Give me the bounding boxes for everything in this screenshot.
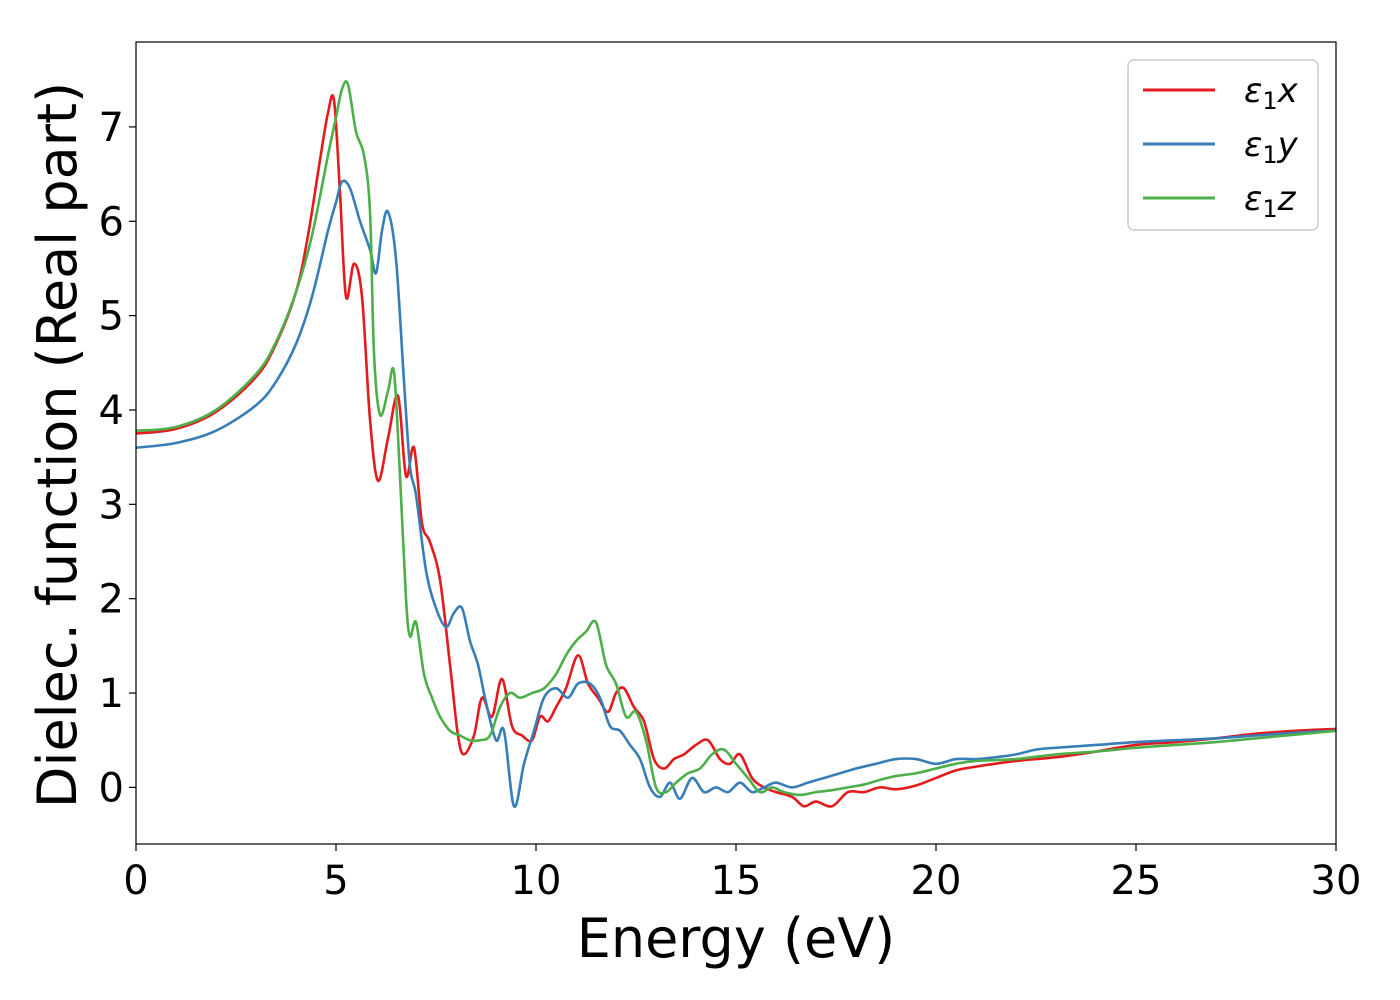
x-tick-label: 30 <box>1311 858 1362 904</box>
y-tick-label: 2 <box>99 577 124 623</box>
x-axis-title: Energy (eV) <box>577 907 896 970</box>
y-axis-title: Dielec. function (Real part) <box>26 82 89 808</box>
x-tick-label: 25 <box>1111 858 1162 904</box>
x-axis-ticks: 0 5 10 15 20 25 30 <box>123 844 1361 904</box>
x-tick-label: 0 <box>123 858 148 904</box>
x-tick-label: 5 <box>323 858 348 904</box>
y-tick-label: 6 <box>99 199 124 245</box>
y-tick-label: 7 <box>99 105 124 151</box>
legend-label-z: ε1z <box>1244 179 1297 223</box>
y-tick-label: 4 <box>99 388 124 434</box>
y-tick-label: 1 <box>99 671 124 717</box>
series-line-z <box>135 80 1337 797</box>
y-tick-label: 0 <box>99 765 124 811</box>
y-tick-label: 3 <box>99 482 124 528</box>
x-tick-label: 10 <box>511 858 562 904</box>
y-axis-ticks: 0 1 2 3 4 5 6 7 <box>99 105 136 811</box>
legend: ε1x ε1y ε1z <box>1127 59 1319 231</box>
x-tick-label: 20 <box>911 858 962 904</box>
y-tick-label: 5 <box>99 294 124 340</box>
series-line-x <box>135 94 1337 808</box>
legend-box <box>1127 59 1319 231</box>
series-line-y <box>135 179 1337 808</box>
legend-label-x: ε1x <box>1244 71 1299 115</box>
legend-label-y: ε1y <box>1244 125 1299 169</box>
x-tick-label: 15 <box>711 858 762 904</box>
series-layer <box>135 80 1337 808</box>
